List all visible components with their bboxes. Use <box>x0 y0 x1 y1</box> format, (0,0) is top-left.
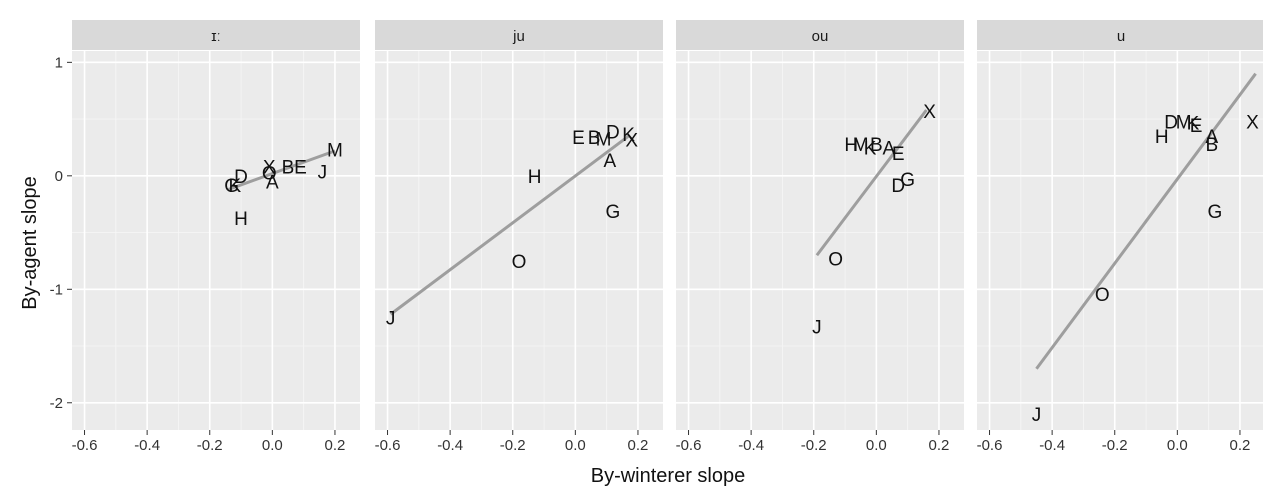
x-tick-label: 0.2 <box>1230 437 1251 454</box>
x-tick-label: 0.0 <box>565 437 586 454</box>
facet-panel: ju E BMD KXA H G O J <box>375 20 663 430</box>
point-label: B <box>870 135 883 156</box>
point-label: H <box>1155 127 1169 148</box>
facet-panel: ɪː M X B E J D OA GKH <box>72 20 360 430</box>
y-tick-label: -2 <box>50 395 63 412</box>
facet-strip-label: u <box>1117 28 1125 45</box>
x-tick-label: 0.0 <box>1167 437 1188 454</box>
point-label: O <box>1095 285 1110 306</box>
point-label: A <box>266 172 279 193</box>
point-label: D <box>606 123 620 144</box>
point-label: M <box>327 141 343 162</box>
point-label: X <box>625 131 638 152</box>
facet-strip-label: ou <box>812 28 829 45</box>
x-tick-label: -0.6 <box>375 437 401 454</box>
point-label: E <box>892 144 905 165</box>
point-label: J <box>386 309 396 330</box>
panel-background <box>676 51 964 430</box>
x-axes: -0.6 -0.4 -0.2 0.0 0.2 -0.6 -0.4 -0.2 0.0 0.2 -0.6… <box>72 430 1251 454</box>
x-tick-label: 0.2 <box>929 437 950 454</box>
point-label: X <box>923 102 936 123</box>
point-label: O <box>262 163 277 184</box>
fit-line <box>815 109 928 257</box>
x-tick-label: 0.0 <box>262 437 283 454</box>
x-tick-label: -0.6 <box>977 437 1003 454</box>
point-label: B <box>1205 135 1218 156</box>
point-label: G <box>224 176 239 197</box>
x-tick-label: -0.6 <box>72 437 98 454</box>
facet-strip <box>977 20 1263 50</box>
point-label: B <box>282 158 295 179</box>
x-tick-label: 0.0 <box>866 437 887 454</box>
point-label: K <box>1187 113 1200 134</box>
x-tick-label: -0.4 <box>738 437 764 454</box>
y-axis-title: By-agent slope <box>19 176 41 309</box>
point-label: G <box>900 170 915 191</box>
point-label: D <box>234 167 248 188</box>
point-label: E <box>294 158 307 179</box>
point-label: D <box>891 176 905 197</box>
point-label: H <box>234 209 248 230</box>
point-label: J <box>812 318 822 339</box>
x-tick-label: 0.2 <box>628 437 649 454</box>
point-label: M <box>1176 112 1192 133</box>
facet-strip <box>72 20 360 50</box>
point-label: X <box>1246 112 1259 133</box>
panel-background <box>977 51 1263 430</box>
point-label: B <box>588 128 601 149</box>
x-axis-title: By-winterer slope <box>591 465 746 487</box>
point-label: K <box>864 138 877 159</box>
point-label: X <box>263 158 276 179</box>
point-label: O <box>828 250 843 271</box>
x-tick-label: -0.2 <box>1102 437 1128 454</box>
x-tick-label: -0.4 <box>134 437 160 454</box>
fit-line <box>1035 72 1257 370</box>
y-tick-label: 1 <box>55 54 63 71</box>
point-label: A <box>603 151 616 172</box>
y-axis: 1 0 -1 -2 <box>50 54 72 412</box>
panel-background <box>72 51 360 430</box>
facet-strip <box>676 20 964 50</box>
fit-line <box>389 134 630 316</box>
point-label: M <box>853 135 869 156</box>
panel-background <box>375 51 663 430</box>
y-tick-label: -1 <box>50 281 63 298</box>
point-label: A <box>1205 127 1218 148</box>
point-label: E <box>572 128 585 149</box>
x-tick-label: 0.2 <box>325 437 346 454</box>
point-label: G <box>1208 202 1223 223</box>
y-tick-label: 0 <box>55 168 63 185</box>
facet-strip-label: ɪː <box>211 28 221 45</box>
point-label: K <box>228 176 241 197</box>
x-tick-label: -0.2 <box>197 437 223 454</box>
x-tick-label: -0.4 <box>1039 437 1065 454</box>
x-tick-label: -0.2 <box>801 437 827 454</box>
point-label: E <box>1190 116 1203 137</box>
point-label: D <box>1164 112 1178 133</box>
facet-strip <box>375 20 663 50</box>
point-label: H <box>528 167 542 188</box>
point-label: M <box>596 129 612 150</box>
fit-line <box>228 149 336 191</box>
point-label: G <box>606 202 621 223</box>
x-tick-label: -0.2 <box>500 437 526 454</box>
x-tick-label: -0.6 <box>676 437 702 454</box>
point-label: H <box>844 135 858 156</box>
point-label: J <box>1032 405 1042 426</box>
point-label: K <box>622 125 635 146</box>
point-label: J <box>318 162 328 183</box>
point-label: O <box>512 252 527 273</box>
point-label: A <box>883 138 896 159</box>
x-tick-label: -0.4 <box>437 437 463 454</box>
facet-strip-label: ju <box>512 28 525 45</box>
